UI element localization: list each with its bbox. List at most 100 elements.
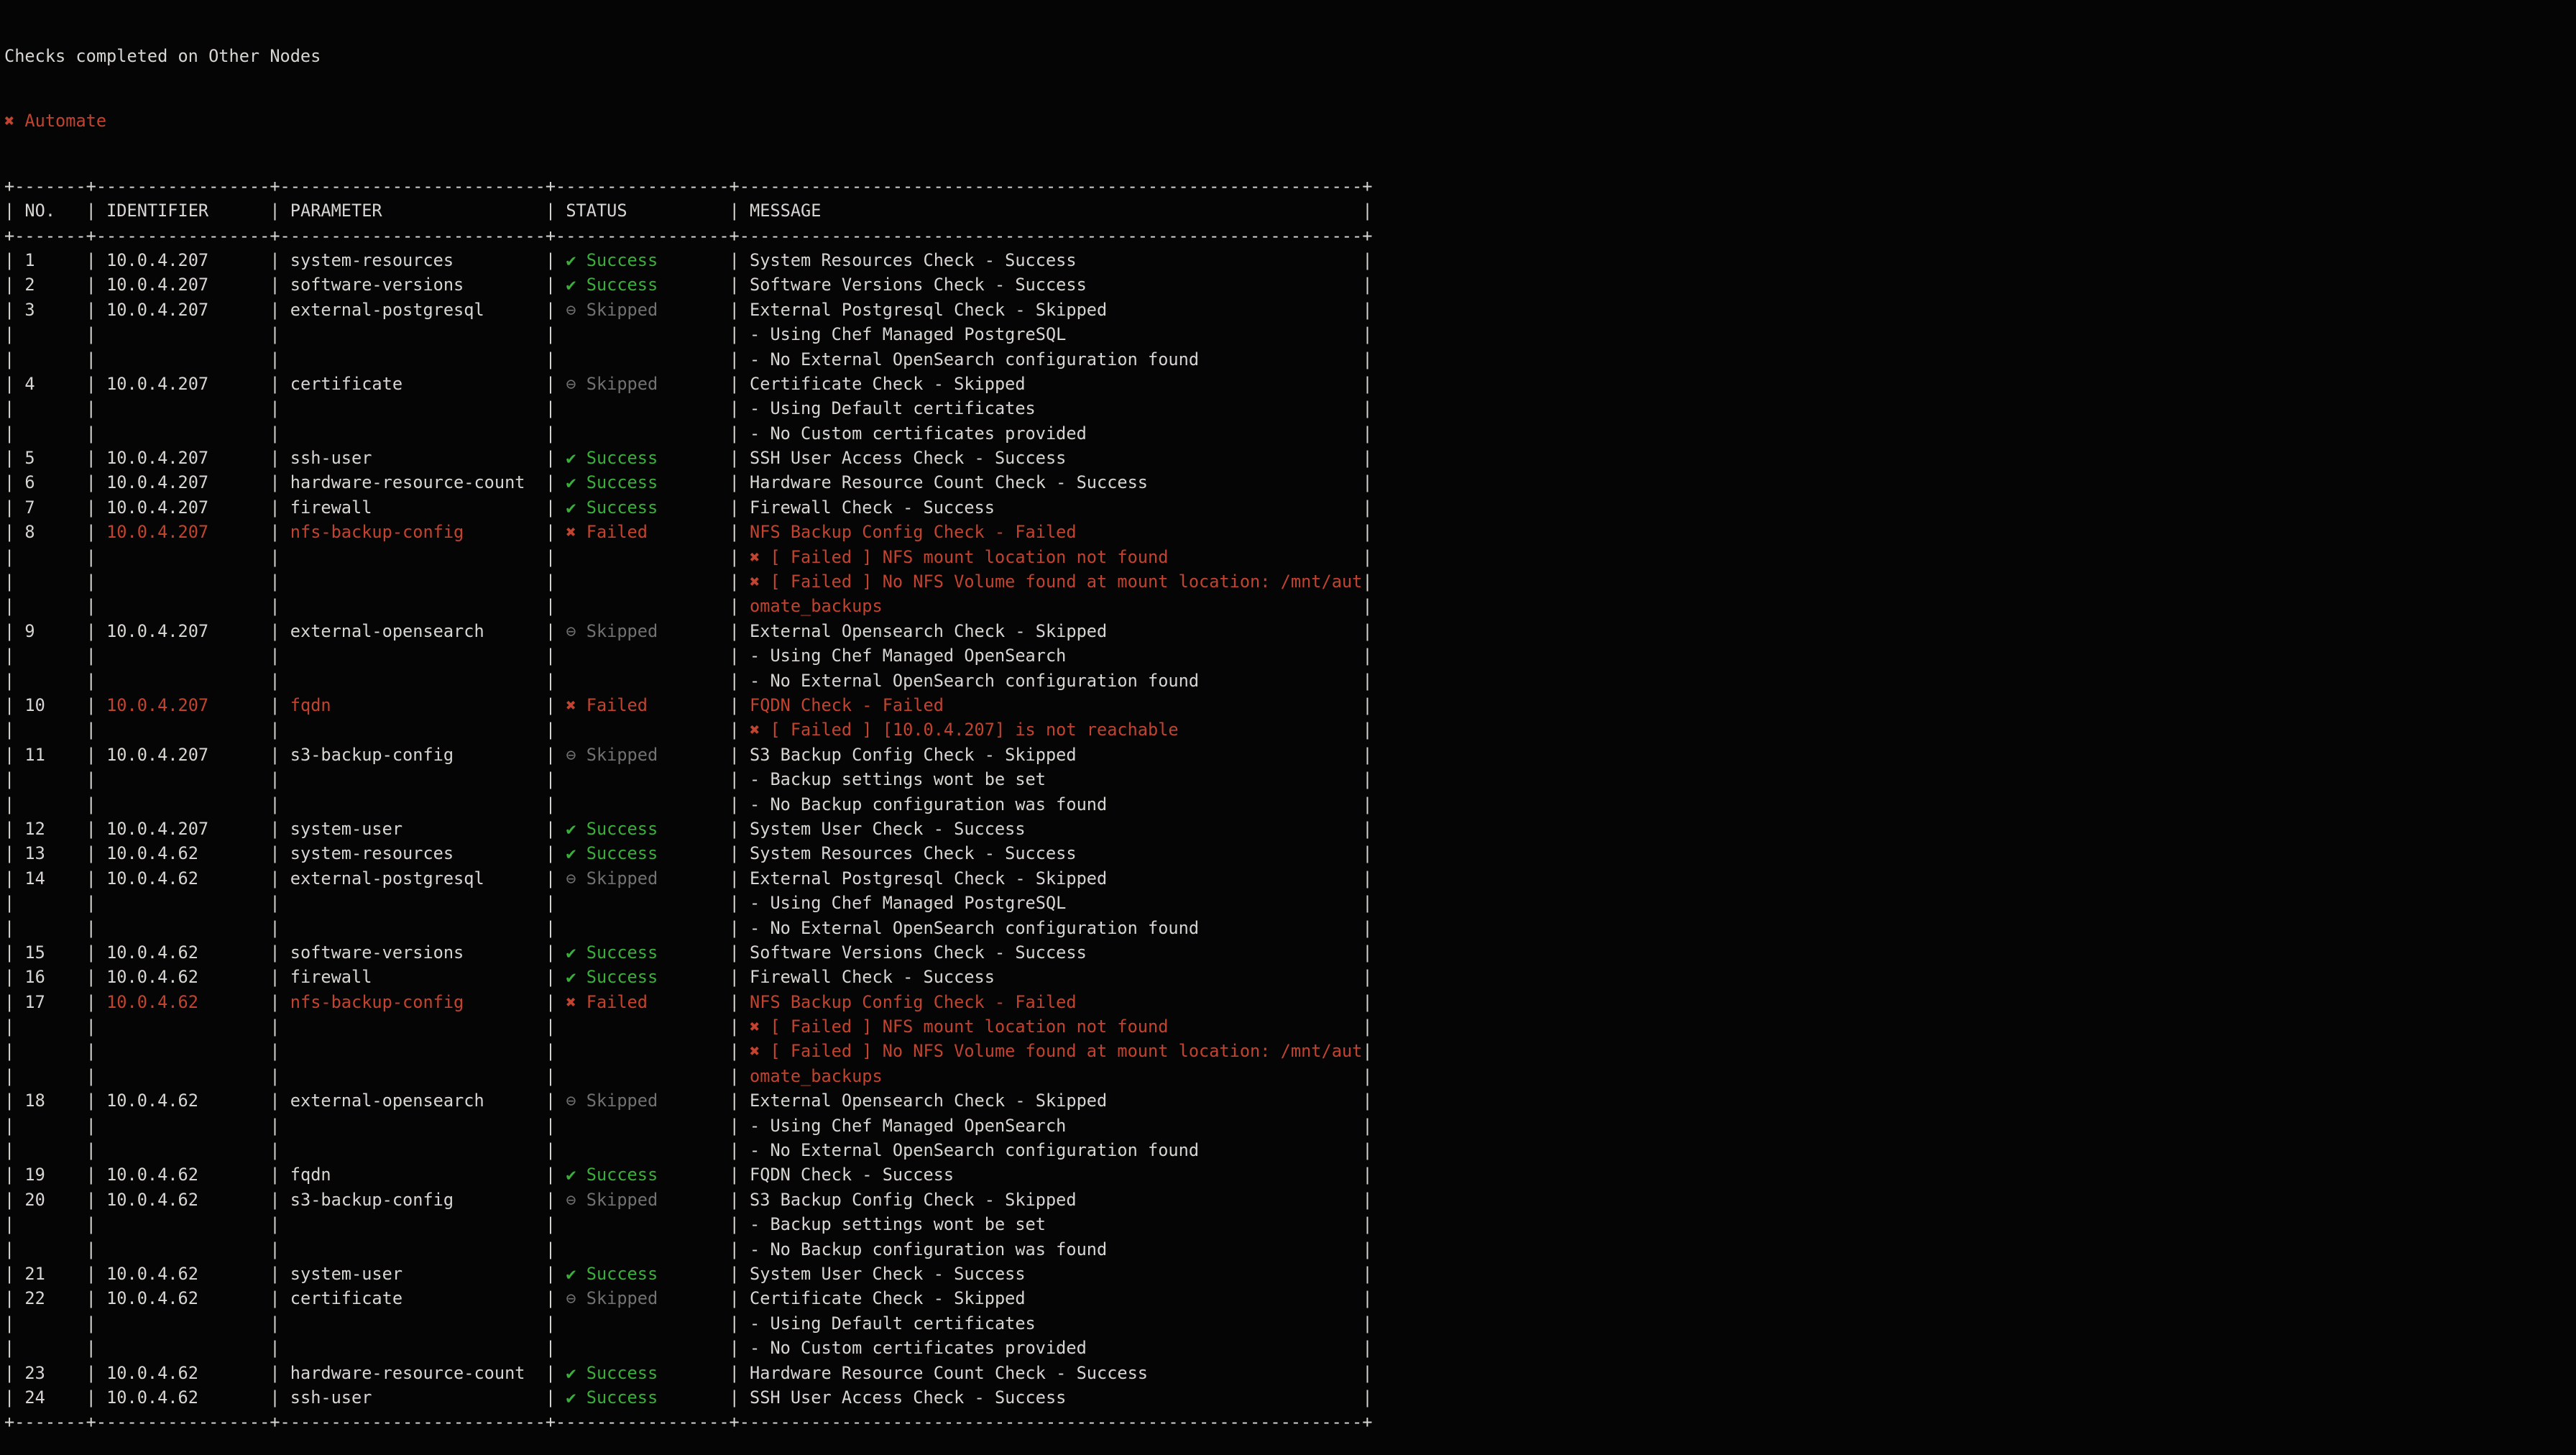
column-separator: | bbox=[270, 720, 280, 740]
column-separator: | bbox=[270, 373, 280, 394]
message-cell: ✖ [ Failed ] No NFS Volume found at moun… bbox=[739, 572, 1363, 592]
column-separator: | bbox=[729, 373, 740, 394]
column-separator: | bbox=[1362, 942, 1373, 963]
column-separator: | bbox=[545, 201, 556, 221]
parameter-cell bbox=[280, 547, 546, 567]
column-separator: | bbox=[270, 1263, 280, 1284]
check-row-10: | 10 | 10.0.4.207 | fqdn | ✖ Failed | FQ… bbox=[4, 693, 2576, 717]
column-separator: | bbox=[729, 596, 740, 617]
status-cell-success: ✔ Success bbox=[556, 472, 730, 493]
column-separator: | bbox=[86, 1065, 96, 1086]
check-row-10-cont1: | | | | | ✖ [ Failed ] [10.0.4.207] is n… bbox=[4, 717, 2576, 742]
no-cell: 11 bbox=[14, 744, 86, 765]
column-separator: | bbox=[4, 201, 15, 221]
identifier-cell: 10.0.4.207 bbox=[96, 448, 270, 469]
check-row-8-cont2: | | | | | ✖ [ Failed ] No NFS Volume fou… bbox=[4, 569, 2576, 594]
column-separator: | bbox=[86, 1041, 96, 1062]
column-separator: | bbox=[729, 769, 740, 790]
no-cell bbox=[14, 918, 86, 938]
no-cell bbox=[14, 423, 86, 444]
column-separator: | bbox=[4, 497, 15, 518]
check-row-3-cont1: | | | | | - Using Chef Managed PostgreSQ… bbox=[4, 322, 2576, 346]
column-separator: | bbox=[1362, 1387, 1373, 1408]
column-separator: | bbox=[729, 646, 740, 666]
column-separator: | bbox=[1362, 423, 1373, 444]
column-separator: | bbox=[270, 1041, 280, 1062]
column-separator: | bbox=[270, 596, 280, 617]
message-cell: - No External OpenSearch configuration f… bbox=[739, 1140, 1363, 1161]
no-cell bbox=[14, 671, 86, 691]
column-separator: | bbox=[1362, 1338, 1373, 1359]
column-separator: | bbox=[729, 694, 740, 715]
status-cell-skipped bbox=[556, 1239, 729, 1259]
check-row-5: | 5 | 10.0.4.207 | ssh-user | ✔ Success … bbox=[4, 446, 2576, 470]
column-separator: | bbox=[4, 398, 15, 419]
column-separator: | bbox=[729, 1041, 740, 1062]
message-cell: ✖ [ Failed ] [10.0.4.207] is not reachab… bbox=[739, 720, 1363, 740]
check-row-1: | 1 | 10.0.4.207 | system-resources | ✔ … bbox=[4, 248, 2576, 272]
parameter-cell bbox=[280, 1041, 546, 1061]
parameter-cell bbox=[280, 1140, 546, 1160]
status-cell-skipped: ⊖ Skipped bbox=[556, 1091, 730, 1111]
column-separator: | bbox=[729, 497, 740, 518]
column-separator: | bbox=[545, 1263, 556, 1284]
identifier-cell bbox=[96, 1116, 270, 1136]
column-separator: | bbox=[545, 349, 556, 370]
column-separator: | bbox=[1362, 1189, 1373, 1210]
column-separator: | bbox=[545, 249, 556, 270]
column-separator: | bbox=[729, 1189, 740, 1210]
check-row-22: | 22 | 10.0.4.62 | certificate | ⊖ Skipp… bbox=[4, 1286, 2576, 1311]
status-cell-skipped: ⊖ Skipped bbox=[556, 868, 730, 889]
check-row-11: | 11 | 10.0.4.207 | s3-backup-config | ⊖… bbox=[4, 743, 2576, 767]
parameter-cell bbox=[280, 349, 546, 370]
column-separator: | bbox=[270, 1115, 280, 1136]
parameter-cell bbox=[280, 1338, 546, 1358]
column-separator: | bbox=[86, 1016, 96, 1037]
parameter-cell: external-opensearch bbox=[280, 620, 546, 641]
status-cell-success: ✔ Success bbox=[556, 497, 730, 518]
column-separator: | bbox=[86, 299, 96, 320]
status-cell-success: ✔ Success bbox=[556, 818, 730, 839]
column-separator: | bbox=[4, 472, 15, 493]
parameter-cell: ssh-user bbox=[280, 448, 546, 469]
column-separator: | bbox=[270, 794, 280, 814]
column-separator: | bbox=[270, 843, 280, 864]
check-row-18-cont1: | | | | | - Using Chef Managed OpenSearc… bbox=[4, 1114, 2576, 1138]
border-line: +-------+-----------------+-------------… bbox=[4, 225, 1373, 246]
identifier-cell: 10.0.4.62 bbox=[96, 1091, 270, 1111]
column-separator: | bbox=[4, 670, 15, 691]
no-cell bbox=[14, 720, 86, 740]
identifier-cell bbox=[96, 547, 270, 567]
status-cell-success: ✔ Success bbox=[556, 942, 730, 963]
column-separator: | bbox=[4, 1016, 15, 1037]
column-separator: | bbox=[729, 423, 740, 444]
column-separator: | bbox=[729, 1313, 740, 1334]
identifier-cell: 10.0.4.62 bbox=[96, 1189, 270, 1210]
parameter-cell: certificate bbox=[280, 1288, 546, 1309]
column-separator: | bbox=[270, 1016, 280, 1037]
status-cell-skipped bbox=[556, 918, 729, 938]
status-cell-failed bbox=[556, 1066, 729, 1086]
column-separator: | bbox=[1362, 1313, 1373, 1334]
status-cell-success: ✔ Success bbox=[556, 843, 730, 864]
column-separator: | bbox=[545, 1041, 556, 1062]
parameter-cell bbox=[280, 1116, 546, 1136]
message-cell: System User Check - Success bbox=[739, 1263, 1363, 1284]
status-cell-skipped: ⊖ Skipped bbox=[556, 373, 730, 394]
no-cell bbox=[14, 1066, 86, 1086]
column-separator: | bbox=[86, 572, 96, 592]
column-separator: | bbox=[86, 1165, 96, 1185]
column-separator: | bbox=[1362, 546, 1373, 567]
message-cell: - No External OpenSearch configuration f… bbox=[739, 917, 1363, 938]
column-separator: | bbox=[545, 1165, 556, 1185]
check-row-24: | 24 | 10.0.4.62 | ssh-user | ✔ Success … bbox=[4, 1385, 2576, 1410]
column-separator: | bbox=[86, 448, 96, 469]
check-row-17-cont1: | | | | | ✖ [ Failed ] NFS mount locatio… bbox=[4, 1014, 2576, 1039]
column-separator: | bbox=[545, 917, 556, 938]
column-separator: | bbox=[4, 522, 15, 543]
identifier-cell bbox=[96, 324, 270, 344]
column-separator: | bbox=[4, 620, 15, 641]
parameter-cell: certificate bbox=[280, 373, 546, 394]
column-separator: | bbox=[4, 1065, 15, 1086]
column-separator: | bbox=[4, 1115, 15, 1136]
